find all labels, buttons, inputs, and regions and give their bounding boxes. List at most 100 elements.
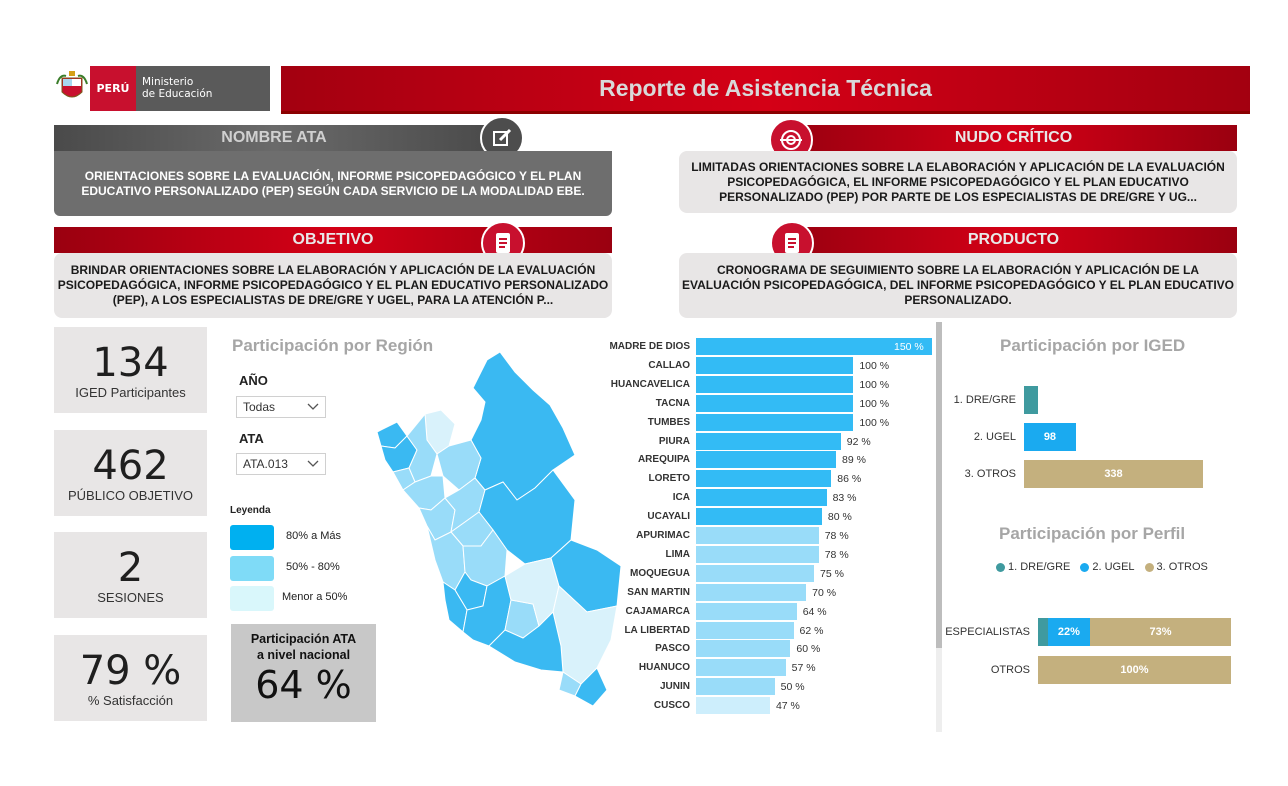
kpi-publico-objetivo: 462 PÚBLICO OBJETIVO	[54, 430, 207, 516]
nudo-critico-text: LIMITADAS ORIENTACIONES SOBRE LA ELABORA…	[679, 151, 1237, 213]
brand-ministry-line2: de Educación	[142, 88, 213, 100]
iged-bar[interactable]: 98	[1024, 423, 1076, 451]
region-bar-value: 50 %	[780, 681, 805, 694]
perfil-bar-segment[interactable]: 22%	[1047, 618, 1091, 646]
perfil-bar-segment[interactable]: 73%	[1090, 618, 1231, 646]
map-region-tacna	[574, 667, 608, 707]
region-bar[interactable]	[696, 697, 770, 715]
kpi-value: 2	[117, 545, 144, 591]
year-dropdown-value: Todas	[243, 400, 276, 414]
region-bar-value: 100 %	[859, 416, 890, 429]
region-bar-value: 150 %	[894, 341, 924, 353]
year-dropdown[interactable]: Todas	[236, 396, 326, 418]
perfil-bar-label: OTROS	[990, 664, 1030, 676]
ata-dropdown-value: ATA.013	[243, 457, 288, 471]
coat-of-arms-icon	[54, 66, 90, 111]
region-bar[interactable]	[696, 583, 807, 601]
region-bar-value: 86 %	[837, 473, 862, 486]
perfil-bar-segment[interactable]	[1038, 618, 1048, 646]
region-bar[interactable]	[696, 413, 854, 431]
iged-panel-title: Participación por IGED	[1000, 336, 1186, 355]
legend-swatch-low	[230, 586, 274, 611]
region-bar[interactable]	[696, 621, 794, 639]
region-bar[interactable]	[696, 356, 854, 374]
legend-title: Leyenda	[230, 505, 271, 516]
region-bar-label: CUSCO	[653, 700, 690, 712]
brand-ministry-line1: Ministerio	[142, 76, 194, 88]
legend-swatch-mid	[230, 556, 274, 581]
report-title-bar: Reporte de Asistencia Técnica	[281, 66, 1250, 114]
perfil-panel-title: Participación por Perfil	[999, 524, 1186, 543]
producto-text: CRONOGRAMA DE SEGUIMIENTO SOBRE LA ELABO…	[679, 253, 1237, 318]
iged-bar[interactable]	[1024, 386, 1038, 414]
region-bar-label: SAN MARTIN	[627, 586, 690, 598]
nudo-critico-heading: NUDO CRÍTICO	[790, 125, 1237, 151]
perfil-bar-segment[interactable]: 100%	[1038, 656, 1231, 684]
region-bar-value: 78 %	[824, 530, 849, 542]
region-bar[interactable]	[696, 394, 854, 412]
kpi-value: 462	[92, 443, 169, 489]
perfil-legend-label: 1. DRE/GRE	[1008, 561, 1071, 573]
region-bar-label: MOQUEGUA	[630, 567, 690, 579]
region-bar-label: TUMBES	[647, 416, 690, 428]
region-bar[interactable]	[696, 470, 832, 488]
objetivo-heading: OBJETIVO	[54, 227, 612, 253]
year-slicer-label: AÑO	[239, 373, 268, 388]
kpi-value: 79 %	[79, 648, 182, 694]
region-bar[interactable]	[696, 678, 775, 696]
region-bar-label: JUNIN	[659, 681, 690, 693]
region-bar-label: CAJAMARCA	[625, 605, 690, 617]
perfil-legend-item[interactable]: 3. OTROS	[1144, 561, 1208, 573]
region-bar[interactable]	[696, 432, 841, 450]
region-bar-label: MADRE DE DIOS	[609, 341, 690, 352]
national-value: 64 %	[255, 663, 352, 707]
region-bar[interactable]	[696, 508, 822, 526]
region-bar[interactable]	[696, 564, 814, 582]
region-bar[interactable]	[696, 640, 791, 658]
national-participation-card: Participación ATA a nivel nacional 64 %	[231, 624, 376, 722]
kpi-label: % Satisfacción	[87, 693, 174, 708]
national-label-line1: Participación ATA	[250, 632, 357, 646]
region-bar-label: APURIMAC	[636, 530, 690, 541]
region-bar-value: 100 %	[859, 378, 890, 391]
kpi-value: 134	[92, 340, 169, 386]
legend-dot-icon	[996, 562, 1005, 572]
peru-region-map[interactable]	[375, 350, 625, 712]
kpi-sesiones: 2 SESIONES	[54, 532, 207, 618]
region-bar-value: 100 %	[859, 359, 890, 372]
scrollbar-thumb[interactable]	[936, 322, 942, 648]
region-bar[interactable]	[696, 489, 827, 507]
kpi-label: PÚBLICO OBJETIVO	[68, 488, 193, 503]
region-bar-value: 89 %	[842, 454, 866, 467]
region-bar-value: 62 %	[799, 624, 824, 637]
region-bar[interactable]	[696, 338, 932, 355]
legend-dot-icon	[1144, 562, 1154, 572]
region-bar-label: HUANUCO	[638, 662, 690, 674]
legend-label-mid: 50% - 80%	[286, 561, 340, 573]
region-bar[interactable]	[696, 527, 819, 544]
kpi-label: IGED Participantes	[75, 385, 186, 400]
region-bar[interactable]	[696, 545, 819, 563]
iged-bar[interactable]: 338	[1024, 460, 1203, 488]
kpi-satisfaccion: 79 % % Satisfacción	[54, 635, 207, 721]
region-bar-label: AREQUIPA	[637, 454, 690, 466]
region-bar[interactable]	[696, 451, 837, 469]
ata-dropdown[interactable]: ATA.013	[236, 453, 326, 475]
perfil-legend-item[interactable]: 2. UGEL	[1080, 561, 1135, 573]
report-title: Reporte de Asistencia Técnica	[599, 75, 932, 101]
kpi-iged-participantes: 134 IGED Participantes	[54, 327, 207, 413]
region-bar[interactable]	[696, 659, 786, 677]
chevron-down-icon	[307, 457, 319, 471]
chevron-down-icon	[307, 400, 319, 414]
region-bar[interactable]	[696, 375, 854, 393]
region-bar[interactable]	[696, 602, 797, 620]
chart-scrollbar[interactable]	[936, 322, 942, 732]
region-bar-value: 47 %	[775, 700, 800, 713]
perfil-legend: 1. DRE/GRE 2. UGEL 3. OTROS	[996, 561, 1208, 573]
perfil-legend-item[interactable]: 1. DRE/GRE	[996, 561, 1070, 573]
region-bar-value: 60 %	[796, 643, 821, 656]
region-bar-value: 57 %	[791, 662, 816, 675]
region-bar-label: ICA	[672, 492, 690, 504]
region-bar-label: CALLAO	[648, 359, 690, 371]
iged-bar-label: 1. DRE/GRE	[953, 394, 1016, 406]
